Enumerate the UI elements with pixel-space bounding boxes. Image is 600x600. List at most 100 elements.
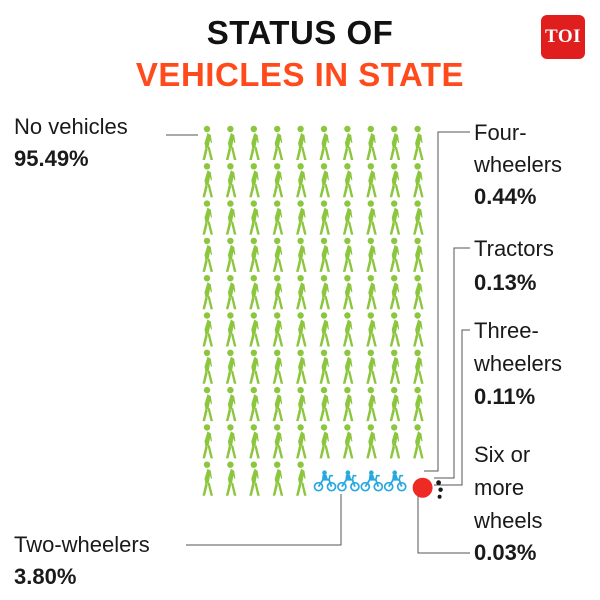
walking-person-icon	[319, 275, 330, 310]
walking-person-icon	[342, 349, 354, 384]
walking-person-icon	[225, 125, 237, 160]
walking-person-icon	[342, 275, 354, 310]
walking-person-icon	[366, 424, 377, 459]
motorbike-icon	[336, 469, 360, 492]
toi-logo: TOI	[541, 15, 585, 59]
walking-person-icon	[319, 237, 330, 272]
four-wheelers-dot	[412, 477, 433, 498]
walking-person-icon	[413, 200, 424, 235]
tractors-dot	[436, 480, 441, 486]
walking-person-icon	[202, 125, 213, 160]
label-two-wheelers: Two-wheelers	[14, 532, 150, 557]
chart-title-line-1: STATUS OF	[206, 14, 394, 51]
chart-title-line-2: VEHICLES IN STATE	[135, 56, 465, 93]
walking-person-icon	[366, 125, 377, 160]
walking-person-icon	[272, 424, 284, 459]
label-six-wheels-line-3: wheels	[474, 508, 543, 533]
walking-person-icon	[249, 461, 260, 496]
walking-person-icon	[366, 312, 377, 347]
label-four-wheelers-line-2: wheelers	[474, 152, 563, 177]
motorbike-icon	[383, 469, 407, 492]
leader-six-wheels	[417, 493, 470, 554]
value-two-wheelers: 3.80%	[14, 564, 77, 589]
walking-person-icon	[319, 200, 330, 235]
motorbike-icon	[360, 469, 384, 492]
walking-person-icon	[202, 163, 213, 198]
value-no-vehicles: 95.49%	[14, 146, 89, 171]
walking-person-icon	[296, 125, 307, 160]
walking-person-icon	[249, 424, 260, 459]
walking-person-icon	[249, 312, 260, 347]
walking-person-icon	[389, 386, 401, 422]
walking-person-icon	[272, 312, 284, 347]
walking-person-icon	[202, 424, 213, 459]
walking-person-icon	[225, 200, 237, 235]
label-three-wheelers-line-1: Three-	[474, 318, 539, 343]
label-six-wheels-line-2: more	[474, 475, 525, 500]
walking-person-icon	[296, 349, 307, 384]
walking-person-icon	[225, 349, 237, 384]
label-no-vehicles: No vehicles	[14, 114, 128, 139]
motorbike-icon	[313, 469, 337, 492]
walking-person-icon	[389, 200, 401, 235]
walking-person-icon	[366, 349, 377, 384]
walking-person-icon	[413, 163, 424, 198]
leader-tractors	[434, 247, 470, 479]
walking-person-icon	[319, 349, 330, 384]
label-six-wheels-line-1: Six or	[474, 442, 531, 467]
walking-person-icon	[249, 386, 260, 422]
value-four-wheelers: 0.44%	[474, 184, 537, 209]
walking-person-icon	[296, 312, 307, 347]
walking-person-icon	[272, 275, 284, 310]
walking-person-icon	[249, 237, 260, 272]
walking-person-icon	[225, 237, 237, 272]
walking-person-icon	[272, 461, 284, 496]
walking-person-icon	[202, 386, 213, 422]
walking-person-icon	[413, 312, 424, 347]
walking-person-icon	[249, 275, 260, 310]
walking-person-icon	[202, 237, 213, 272]
walking-person-icon	[319, 125, 330, 160]
walking-person-icon	[366, 200, 377, 235]
walking-person-icon	[202, 461, 213, 496]
walking-person-icon	[413, 349, 424, 384]
walking-person-icon	[202, 349, 213, 384]
walking-person-icon	[389, 125, 401, 160]
walking-person-icon	[342, 424, 354, 459]
walking-person-icon	[389, 312, 401, 347]
walking-person-icon	[342, 200, 354, 235]
walking-person-icon	[342, 237, 354, 272]
walking-person-icon	[296, 424, 307, 459]
walking-person-icon	[296, 200, 307, 235]
walking-person-icon	[225, 461, 237, 496]
walking-person-icon	[366, 237, 377, 272]
walking-person-icon	[342, 312, 354, 347]
walking-person-icon	[342, 125, 354, 160]
walking-person-icon	[366, 386, 377, 422]
walking-person-icon	[249, 200, 260, 235]
walking-person-icon	[225, 312, 237, 347]
value-three-wheelers: 0.11%	[474, 384, 536, 409]
walking-person-icon	[272, 349, 284, 384]
walking-person-icon	[342, 386, 354, 422]
walking-person-icon	[272, 125, 284, 160]
walking-person-icon	[413, 386, 424, 422]
walking-person-icon	[249, 163, 260, 198]
walking-person-icon	[389, 163, 401, 198]
walking-person-icon	[225, 275, 237, 310]
walking-person-icon	[249, 349, 260, 384]
walking-person-icon	[413, 275, 424, 310]
leader-two-wheelers	[186, 494, 342, 546]
walking-person-icon	[272, 200, 284, 235]
walking-person-icon	[249, 125, 260, 160]
walking-person-icon	[366, 163, 377, 198]
walking-person-icon	[202, 200, 213, 235]
walking-person-icon	[296, 275, 307, 310]
walking-person-icon	[225, 163, 237, 198]
walking-person-icon	[225, 424, 237, 459]
walking-person-icon	[272, 386, 284, 422]
walking-person-icon	[225, 386, 237, 422]
walking-person-icon	[319, 424, 330, 459]
walking-person-icon	[366, 275, 377, 310]
walking-person-icon	[413, 125, 424, 160]
